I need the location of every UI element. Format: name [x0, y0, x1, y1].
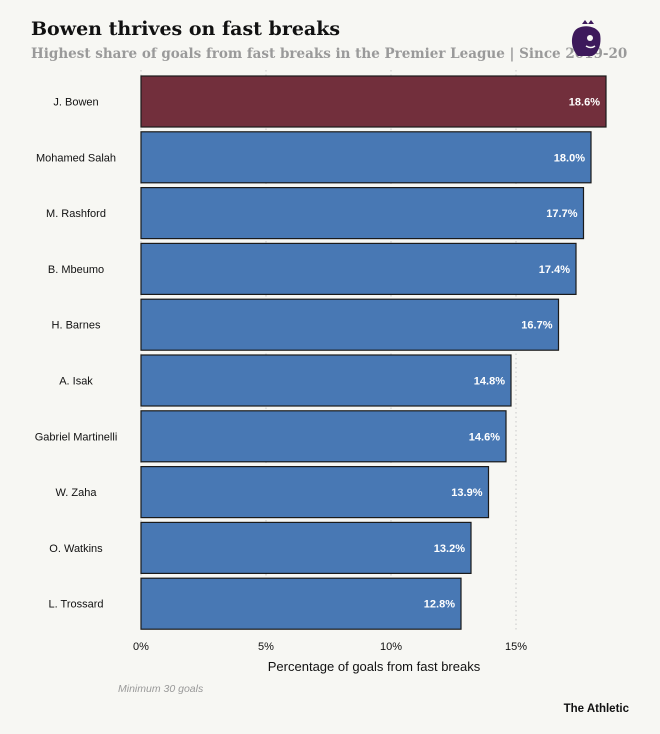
- x-tick-label: 10%: [380, 641, 402, 653]
- category-label: B. Mbeumo: [48, 264, 104, 276]
- bar-value-label: 16.7%: [521, 320, 552, 332]
- bar: [140, 521, 472, 575]
- x-axis-label: Percentage of goals from fast breaks: [268, 659, 481, 674]
- bar: [140, 242, 577, 295]
- bar: [140, 577, 462, 630]
- category-label: Mohamed Salah: [36, 152, 116, 164]
- x-tick-label: 5%: [258, 641, 274, 653]
- bar-value-label: 12.8%: [424, 599, 455, 611]
- bar: [140, 410, 507, 463]
- category-label: Gabriel Martinelli: [35, 431, 118, 443]
- category-label: M. Rashford: [46, 208, 106, 220]
- bar: [140, 466, 490, 519]
- category-label: A. Isak: [59, 376, 93, 388]
- category-label: L. Trossard: [48, 599, 103, 611]
- bar: [140, 187, 585, 240]
- bar: [140, 131, 592, 184]
- category-label: H. Barnes: [52, 320, 101, 332]
- chart-title: Bowen thrives on fast breaks: [31, 18, 340, 40]
- bars: 18.6% J. Bowen 18.0% Mohamed Salah 17.7% M. R…: [35, 75, 607, 630]
- bar-value-label: 13.9%: [451, 487, 482, 499]
- category-label: O. Watkins: [49, 543, 103, 555]
- premier-league-logo-icon: [571, 20, 601, 56]
- bar-value-label: 17.4%: [539, 264, 570, 276]
- bar-value-label: 14.8%: [474, 376, 505, 388]
- x-tick-label: 15%: [505, 641, 527, 653]
- x-tick-label: 0%: [133, 641, 149, 653]
- x-axis-ticks: 0% 5% 10% 15%: [133, 641, 527, 653]
- bar-value-label: 18.6%: [569, 97, 600, 109]
- bar-value-label: 13.2%: [434, 543, 465, 555]
- bar-value-label: 17.7%: [546, 208, 577, 220]
- bar-value-label: 18.0%: [554, 152, 585, 164]
- bar: [140, 75, 607, 128]
- brand-logo: The Athletic: [564, 703, 630, 715]
- category-label: W. Zaha: [56, 487, 98, 499]
- chart-note: Minimum 30 goals: [118, 683, 204, 695]
- category-label: J. Bowen: [53, 97, 98, 109]
- chart-subtitle: Highest share of goals from fast breaks …: [31, 46, 627, 62]
- bar: [140, 354, 512, 407]
- bar: [140, 298, 560, 351]
- bar-value-label: 14.6%: [469, 431, 500, 443]
